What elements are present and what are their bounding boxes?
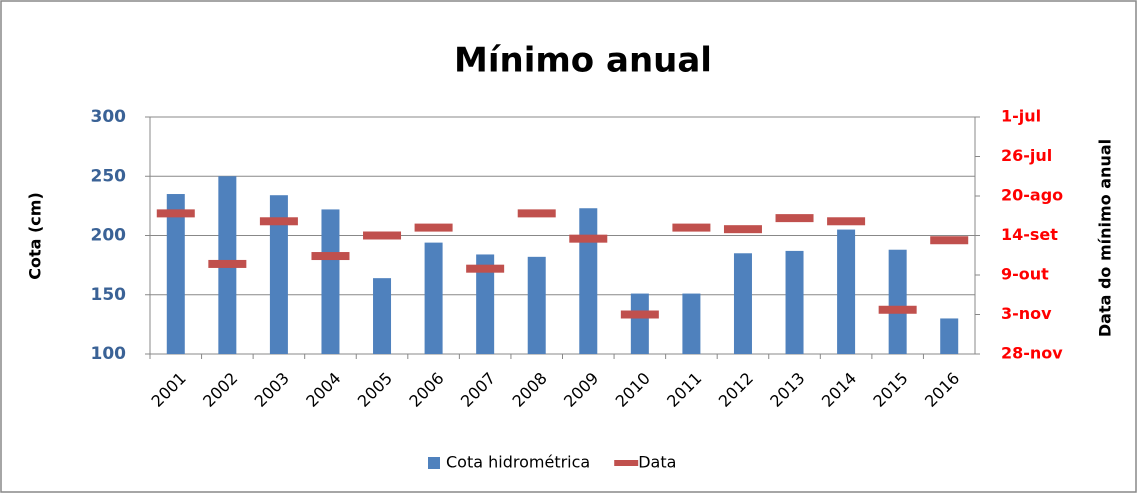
y2-tick-label: 20-ago (1001, 186, 1063, 205)
bar (630, 293, 649, 354)
bar (888, 249, 907, 354)
date-marker (723, 225, 762, 234)
y-tick-label: 300 (91, 107, 127, 127)
date-marker (878, 305, 917, 314)
date-marker (827, 217, 866, 226)
legend-label: Data (638, 453, 676, 472)
y-tick-label: 150 (91, 285, 127, 305)
bar (733, 253, 752, 354)
bar (476, 254, 495, 354)
date-marker (775, 214, 814, 223)
bar (837, 229, 856, 354)
y2-tick-label: 28-nov (1001, 344, 1063, 363)
y2-axis-label: Data do mínimo anual (1096, 139, 1115, 337)
legend-label: Cota hidrométrica (446, 453, 590, 472)
bar (682, 293, 701, 354)
date-marker (363, 231, 402, 240)
bar (166, 194, 185, 354)
y-axis-label: Cota (cm) (26, 192, 45, 280)
chart-title: Mínimo anual (454, 41, 712, 81)
bar (321, 209, 340, 354)
bar (424, 242, 443, 354)
y2-tick-label: 3-nov (1001, 304, 1052, 323)
date-marker (569, 234, 608, 243)
bar (527, 256, 546, 354)
bar (579, 208, 598, 354)
date-marker (414, 223, 453, 232)
y2-tick-label: 1-jul (1001, 107, 1041, 126)
date-marker (672, 223, 711, 232)
y2-tick-label: 26-jul (1001, 146, 1052, 165)
date-marker (517, 209, 556, 218)
bar (785, 250, 804, 354)
bar (373, 278, 392, 354)
date-marker (259, 217, 298, 226)
bar (940, 318, 959, 354)
y-tick-label: 250 (91, 166, 127, 186)
y-tick-label: 200 (91, 226, 127, 246)
date-marker (930, 236, 969, 245)
y2-tick-label: 9-out (1001, 265, 1049, 284)
date-marker (156, 209, 195, 218)
date-marker (466, 264, 505, 273)
date-marker (311, 252, 350, 261)
date-marker (620, 310, 659, 319)
legend-swatch (614, 460, 639, 466)
date-marker (208, 259, 247, 268)
bar (269, 195, 288, 354)
y2-tick-label: 14-set (1001, 225, 1058, 244)
y-tick-label: 100 (91, 344, 127, 364)
legend-swatch (428, 457, 440, 469)
